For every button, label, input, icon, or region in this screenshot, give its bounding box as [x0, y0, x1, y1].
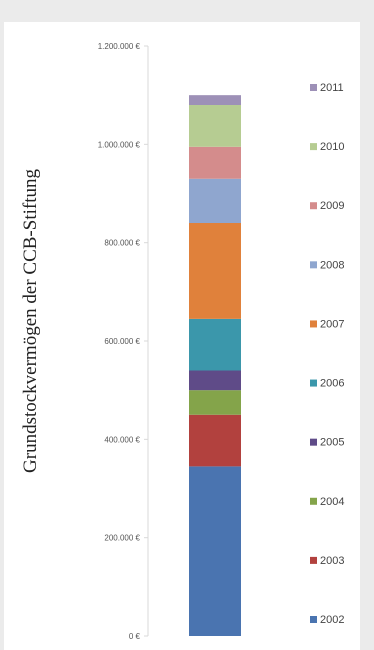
legend-swatch-2010 — [310, 143, 317, 151]
y-tick-label: 1.000.000 € — [98, 140, 141, 149]
y-axis-title-box: Grundstockvermögen der CCB-Stiftung — [8, 22, 54, 620]
legend-label-2008: 2008 — [320, 259, 344, 271]
legend-label-2007: 2007 — [320, 318, 344, 330]
legend-label-2005: 2005 — [320, 437, 344, 449]
stacked-bar — [189, 95, 241, 636]
legend-label-2009: 2009 — [320, 200, 344, 212]
bar-segment-2010 — [189, 105, 241, 147]
y-tick-label: 400.000 € — [104, 435, 140, 444]
legend-swatch-2008 — [310, 261, 317, 269]
legend: 2011 2010 2009 2008 2007 2006 2005 2004 2003 2002 — [310, 82, 344, 626]
legend-swatch-2009 — [310, 202, 317, 210]
chart-panel: 0 € 200.000 € 400.000 € 600.000 € 800.000 € 1… — [4, 22, 360, 650]
bar-segment-2011 — [189, 95, 241, 105]
y-tick-label: 600.000 € — [104, 337, 140, 346]
legend-swatch-2007 — [310, 320, 317, 328]
bar-segment-2002 — [189, 466, 241, 636]
legend-label-2003: 2003 — [320, 555, 344, 567]
bar-segment-2008 — [189, 178, 241, 223]
y-tick-label: 0 € — [129, 632, 141, 641]
bar-segment-2005 — [189, 370, 241, 391]
legend-label-2011: 2011 — [320, 82, 344, 94]
bar-segment-2009 — [189, 146, 241, 179]
legend-swatch-2011 — [310, 84, 317, 91]
y-tick-label: 200.000 € — [104, 534, 140, 543]
bar-segment-2003 — [189, 414, 241, 467]
legend-label-2010: 2010 — [320, 141, 344, 153]
bar-segment-2006 — [189, 318, 241, 371]
legend-label-2004: 2004 — [320, 496, 344, 508]
legend-swatch-2005 — [310, 438, 317, 446]
bar-segment-2007 — [189, 223, 241, 319]
legend-label-2002: 2002 — [320, 614, 344, 626]
legend-swatch-2003 — [310, 556, 317, 564]
stacked-bar-chart: 0 € 200.000 € 400.000 € 600.000 € 800.000 € 1… — [98, 42, 345, 641]
legend-swatch-2006 — [310, 379, 317, 387]
y-tick-label: 800.000 € — [104, 239, 140, 248]
legend-label-2006: 2006 — [320, 378, 344, 390]
legend-swatch-2004 — [310, 497, 317, 505]
bar-segment-2004 — [189, 390, 241, 415]
y-axis-ticks: 0 € 200.000 € 400.000 € 600.000 € 800.000 € 1… — [98, 42, 148, 641]
y-tick-label: 1.200.000 € — [98, 42, 141, 51]
y-axis-title: Grundstockvermögen der CCB-Stiftung — [20, 169, 41, 473]
legend-swatch-2002 — [310, 616, 317, 623]
